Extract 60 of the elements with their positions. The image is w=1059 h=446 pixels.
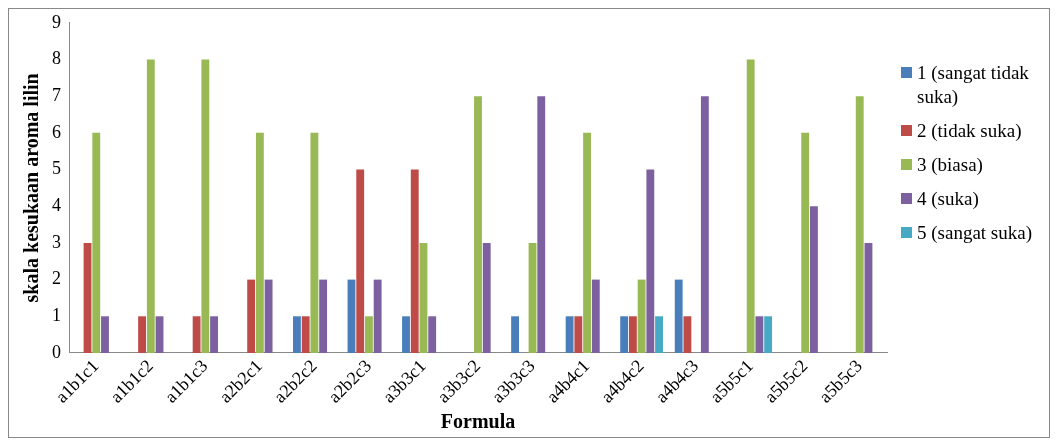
bar [356,169,365,353]
bar [474,96,482,353]
y-tick-label: 3 [52,231,61,252]
y-tick-label: 2 [52,268,61,289]
bar [201,59,210,353]
bar [674,279,683,353]
y-tick-label: 8 [52,48,61,69]
bar [646,169,655,353]
y-tick-label: 6 [52,121,61,142]
bar [583,132,591,353]
bar [192,316,201,353]
legend-label: 4 (suka) [917,187,979,211]
legend-label: 3 (biasa) [917,153,983,177]
y-axis-title: skala kesukaan aroma lilin [20,73,43,303]
bar [255,132,264,353]
legend-label: 1 (sangat tidak suka) [917,61,1030,109]
bar [628,316,637,353]
bar [101,316,109,353]
bar [755,316,764,353]
bar [637,279,646,353]
bar [655,316,663,353]
y-tick-label: 7 [52,84,61,105]
bar [764,316,773,353]
legend-label: 2 (tidak suka) [917,119,1022,143]
bar [746,59,755,353]
legend-label: 5 (sangat suka) [917,221,1033,245]
bar [591,279,600,353]
y-tick-label: 0 [52,341,61,362]
bar [365,316,373,353]
bar [210,316,218,353]
bar [373,279,382,353]
x-axis-title: Formula [440,410,516,433]
y-tick-label: 4 [52,194,61,215]
bar [620,316,629,353]
bar [410,169,419,353]
bar [92,132,101,353]
bar [428,316,437,353]
bar [293,316,301,353]
bar [810,206,818,353]
bar [138,316,146,353]
bar [537,96,546,353]
bar [146,59,155,353]
bar [319,279,328,353]
y-tick-label: 9 [52,11,61,32]
bar [565,316,574,353]
bar [301,316,310,353]
bar [247,279,256,353]
bar [855,96,864,353]
bar [511,316,520,353]
bar [482,242,491,353]
bar [801,132,810,353]
bar [402,316,410,353]
bar [155,316,164,353]
bar [310,132,319,353]
bar [264,279,273,353]
y-tick-label: 1 [52,305,61,326]
bar [574,316,583,353]
y-tick-label: 5 [52,158,61,179]
bar [700,96,709,353]
bar [683,316,692,353]
